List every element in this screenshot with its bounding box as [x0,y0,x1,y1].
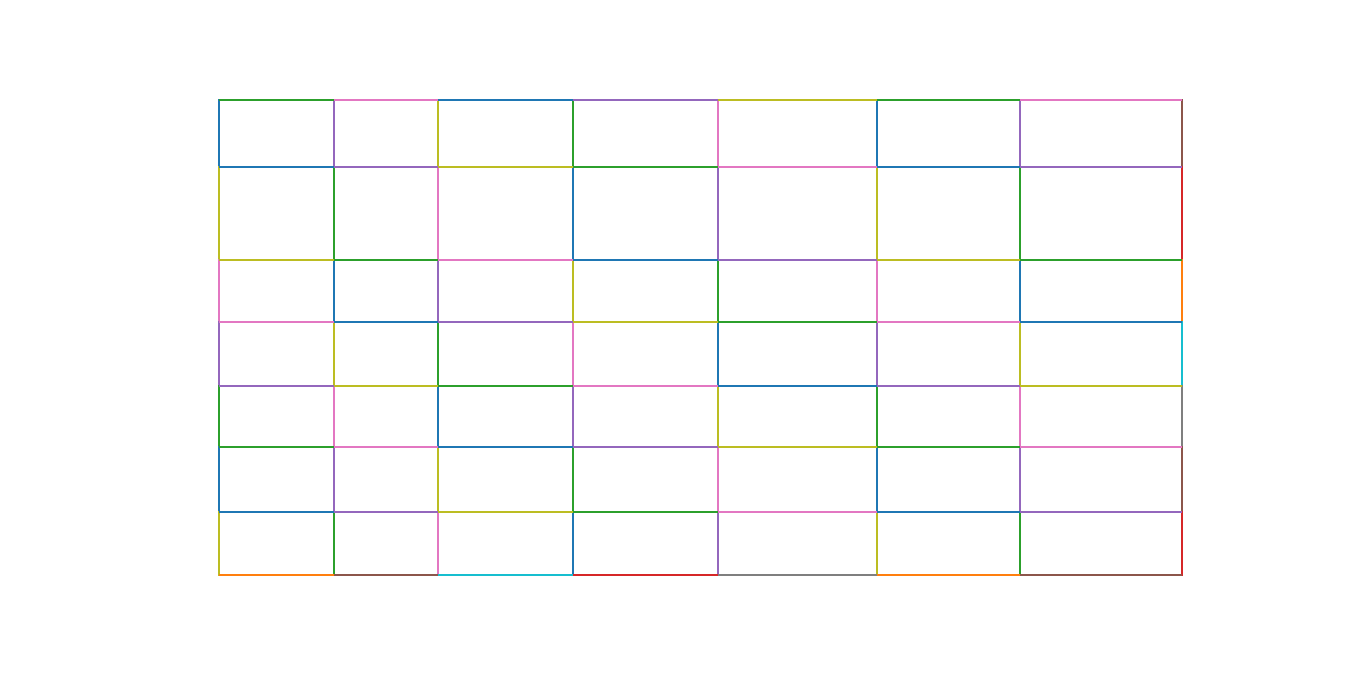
grid-svg [218,99,1183,576]
figure-canvas [218,99,1183,576]
